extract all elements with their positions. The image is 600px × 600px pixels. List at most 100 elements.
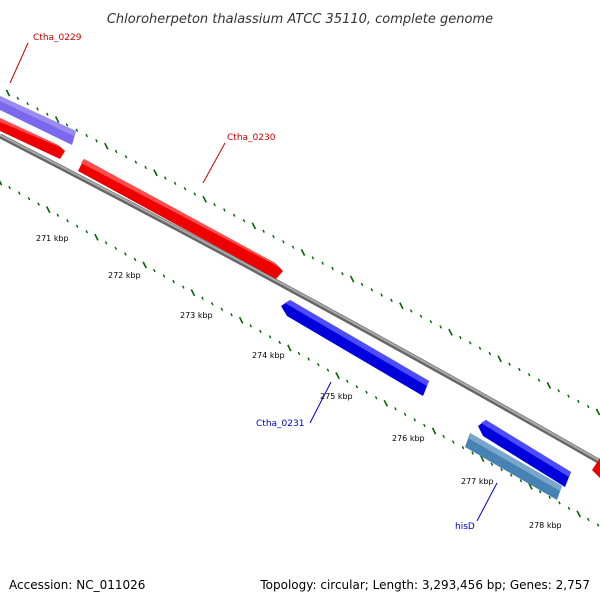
tick-mark [152, 268, 156, 273]
gene-label-hisd[interactable]: hisD [455, 522, 475, 532]
tick-mark [331, 266, 334, 271]
tick-mark [370, 288, 374, 292]
tick-mark [36, 107, 39, 111]
tick-mark [567, 506, 571, 511]
tick-mark [355, 385, 359, 389]
gene-feature-hisd[interactable] [465, 433, 562, 500]
tick-mark [26, 101, 29, 106]
tick-mark [451, 440, 455, 444]
scale-label: 274 kbp [252, 351, 285, 360]
tick-mark [193, 192, 197, 196]
scale-label: 276 kbp [392, 434, 425, 443]
tick-mark [220, 307, 224, 311]
tick-mark [75, 224, 79, 228]
tick-mark [490, 462, 494, 466]
gene-feature-ctha-0231[interactable] [281, 300, 429, 396]
gene-feature-red-1[interactable] [0, 118, 65, 159]
tick-mark [587, 517, 590, 522]
tick-mark [321, 261, 324, 265]
tick-mark [558, 501, 561, 505]
tick-mark [249, 324, 253, 328]
genome-backbone [0, 133, 600, 465]
tick-mark [278, 340, 282, 345]
tick-mark [153, 169, 158, 177]
scale-label: 272 kbp [108, 271, 141, 280]
tick-mark [133, 257, 137, 262]
scale-label: 273 kbp [180, 311, 213, 320]
callout-line-ctha-0230 [202, 142, 226, 184]
tick-mark [478, 346, 482, 350]
tick-mark [586, 404, 590, 409]
tick-mark [345, 379, 349, 383]
gene-feature-red-edge[interactable] [592, 458, 600, 478]
tick-mark [190, 289, 196, 297]
gene-label-ctha-0231[interactable]: Ctha_0231 [256, 419, 304, 429]
tick-mark [528, 482, 533, 490]
tick-mark [508, 362, 511, 366]
tick-mark [259, 329, 262, 334]
tick-mark [56, 213, 60, 217]
tick-mark [37, 202, 40, 206]
tick-mark [162, 274, 166, 278]
tick-mark [468, 341, 472, 345]
tick-mark [335, 372, 340, 380]
tick-mark [548, 495, 552, 500]
tick-mark [173, 181, 177, 186]
tick-mark [17, 191, 21, 195]
tick-mark [268, 335, 272, 339]
tick-mark [262, 229, 265, 233]
tick-mark [557, 389, 560, 393]
tick-mark [142, 261, 148, 269]
tick-mark [172, 279, 175, 284]
tick-mark [272, 234, 275, 239]
tick-mark [0, 180, 3, 186]
tick-mark [527, 373, 531, 377]
topology-text: Topology: circular; Length: 3,293,456 bp… [260, 578, 590, 592]
tick-mark [282, 240, 285, 244]
tick-mark [419, 314, 423, 318]
tick-mark [223, 208, 226, 212]
tick-mark [66, 219, 69, 223]
gene-feature-ctha-0229[interactable] [0, 96, 76, 145]
tick-mark [383, 399, 389, 407]
tick-mark [300, 249, 306, 256]
tick-marks [0, 89, 600, 527]
tick-mark [291, 245, 295, 249]
tick-mark [251, 222, 257, 230]
tick-mark [442, 434, 446, 439]
tick-mark [423, 423, 426, 428]
tick-mark [567, 394, 570, 398]
tick-mark [104, 241, 108, 245]
tick-mark [360, 282, 364, 287]
gene-feature-ctha-0230[interactable] [78, 159, 283, 279]
tick-mark [5, 89, 11, 97]
gene-feature-blue-2[interactable] [478, 420, 571, 487]
tick-mark [595, 408, 600, 416]
tick-mark [65, 123, 69, 127]
tick-mark [500, 467, 503, 472]
tick-mark [210, 302, 214, 306]
tick-mark [124, 252, 127, 256]
tick-mark [94, 233, 99, 241]
tick-mark [114, 149, 118, 154]
callout-line-ctha-0229 [9, 42, 29, 84]
gene-label-ctha-0229[interactable]: Ctha_0229 [33, 33, 82, 43]
map-title: Chloroherpeton thalassium ATCC 35110, co… [107, 12, 493, 27]
tick-mark [45, 206, 51, 214]
tick-mark [380, 293, 383, 297]
tick-mark [213, 202, 216, 207]
tick-mark [519, 479, 523, 483]
scale-label: 277 kbp [461, 477, 494, 486]
tick-mark [518, 367, 521, 372]
tick-mark [287, 344, 292, 352]
accession-text: Accession: NC_011026 [9, 578, 146, 592]
tick-mark [114, 246, 118, 251]
tick-mark [471, 451, 474, 455]
tick-mark [394, 407, 397, 411]
tick-mark [399, 302, 404, 310]
gene-label-ctha-0230[interactable]: Ctha_0230 [227, 133, 276, 143]
tick-mark [596, 523, 600, 527]
tick-mark [202, 195, 207, 203]
tick-mark [232, 213, 236, 217]
